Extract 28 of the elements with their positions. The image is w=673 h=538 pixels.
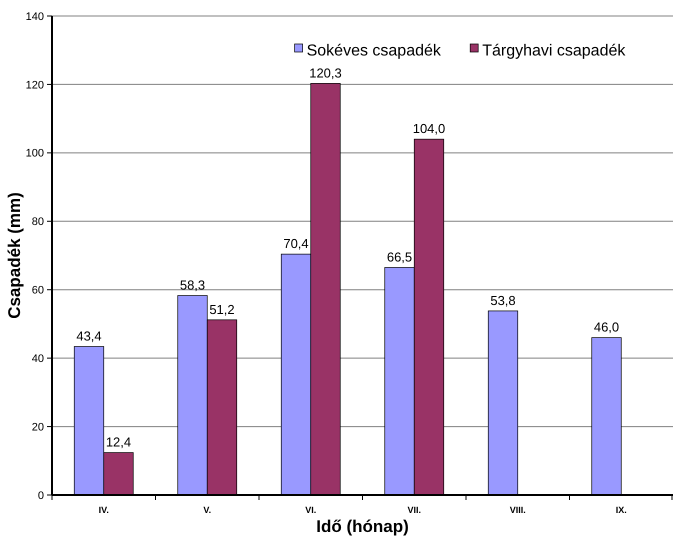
data-label: 120,3 [309, 65, 342, 80]
legend-label: Tárgyhavi csapadék [482, 42, 626, 60]
data-label: 46,0 [594, 320, 620, 335]
x-axis-title: Idő (hónap) [316, 517, 409, 536]
x-tick-label: VII. [407, 505, 422, 515]
y-tick-label: 100 [26, 148, 44, 160]
x-tick-label: IV. [98, 505, 109, 515]
y-tick-label: 20 [32, 421, 44, 434]
x-tick-label: VI. [305, 505, 316, 515]
legend-label: Sokéves csapadék [306, 42, 442, 60]
y-tick-label: 120 [26, 79, 44, 92]
y-tick-label: 40 [32, 352, 44, 365]
data-label: 53,8 [490, 292, 516, 308]
data-label: 66,5 [386, 249, 412, 264]
x-tick-label: VIII. [510, 505, 526, 515]
y-tick-label: 0 [38, 490, 44, 502]
y-tick-label: 140 [26, 10, 44, 23]
y-tick-label: 80 [32, 216, 44, 228]
y-axis-title: Csapadék (mm) [5, 192, 24, 319]
y-tick-label: 60 [32, 284, 44, 297]
x-tick-label: V. [203, 505, 212, 515]
data-label: 58,3 [180, 278, 206, 293]
data-label: 51,2 [209, 302, 235, 317]
data-label: 43,4 [76, 328, 102, 344]
data-label: 70,4 [283, 236, 309, 252]
data-label: 104,0 [412, 121, 446, 136]
data-label: 12,4 [106, 434, 132, 450]
x-tick-label: IX. [616, 505, 627, 515]
